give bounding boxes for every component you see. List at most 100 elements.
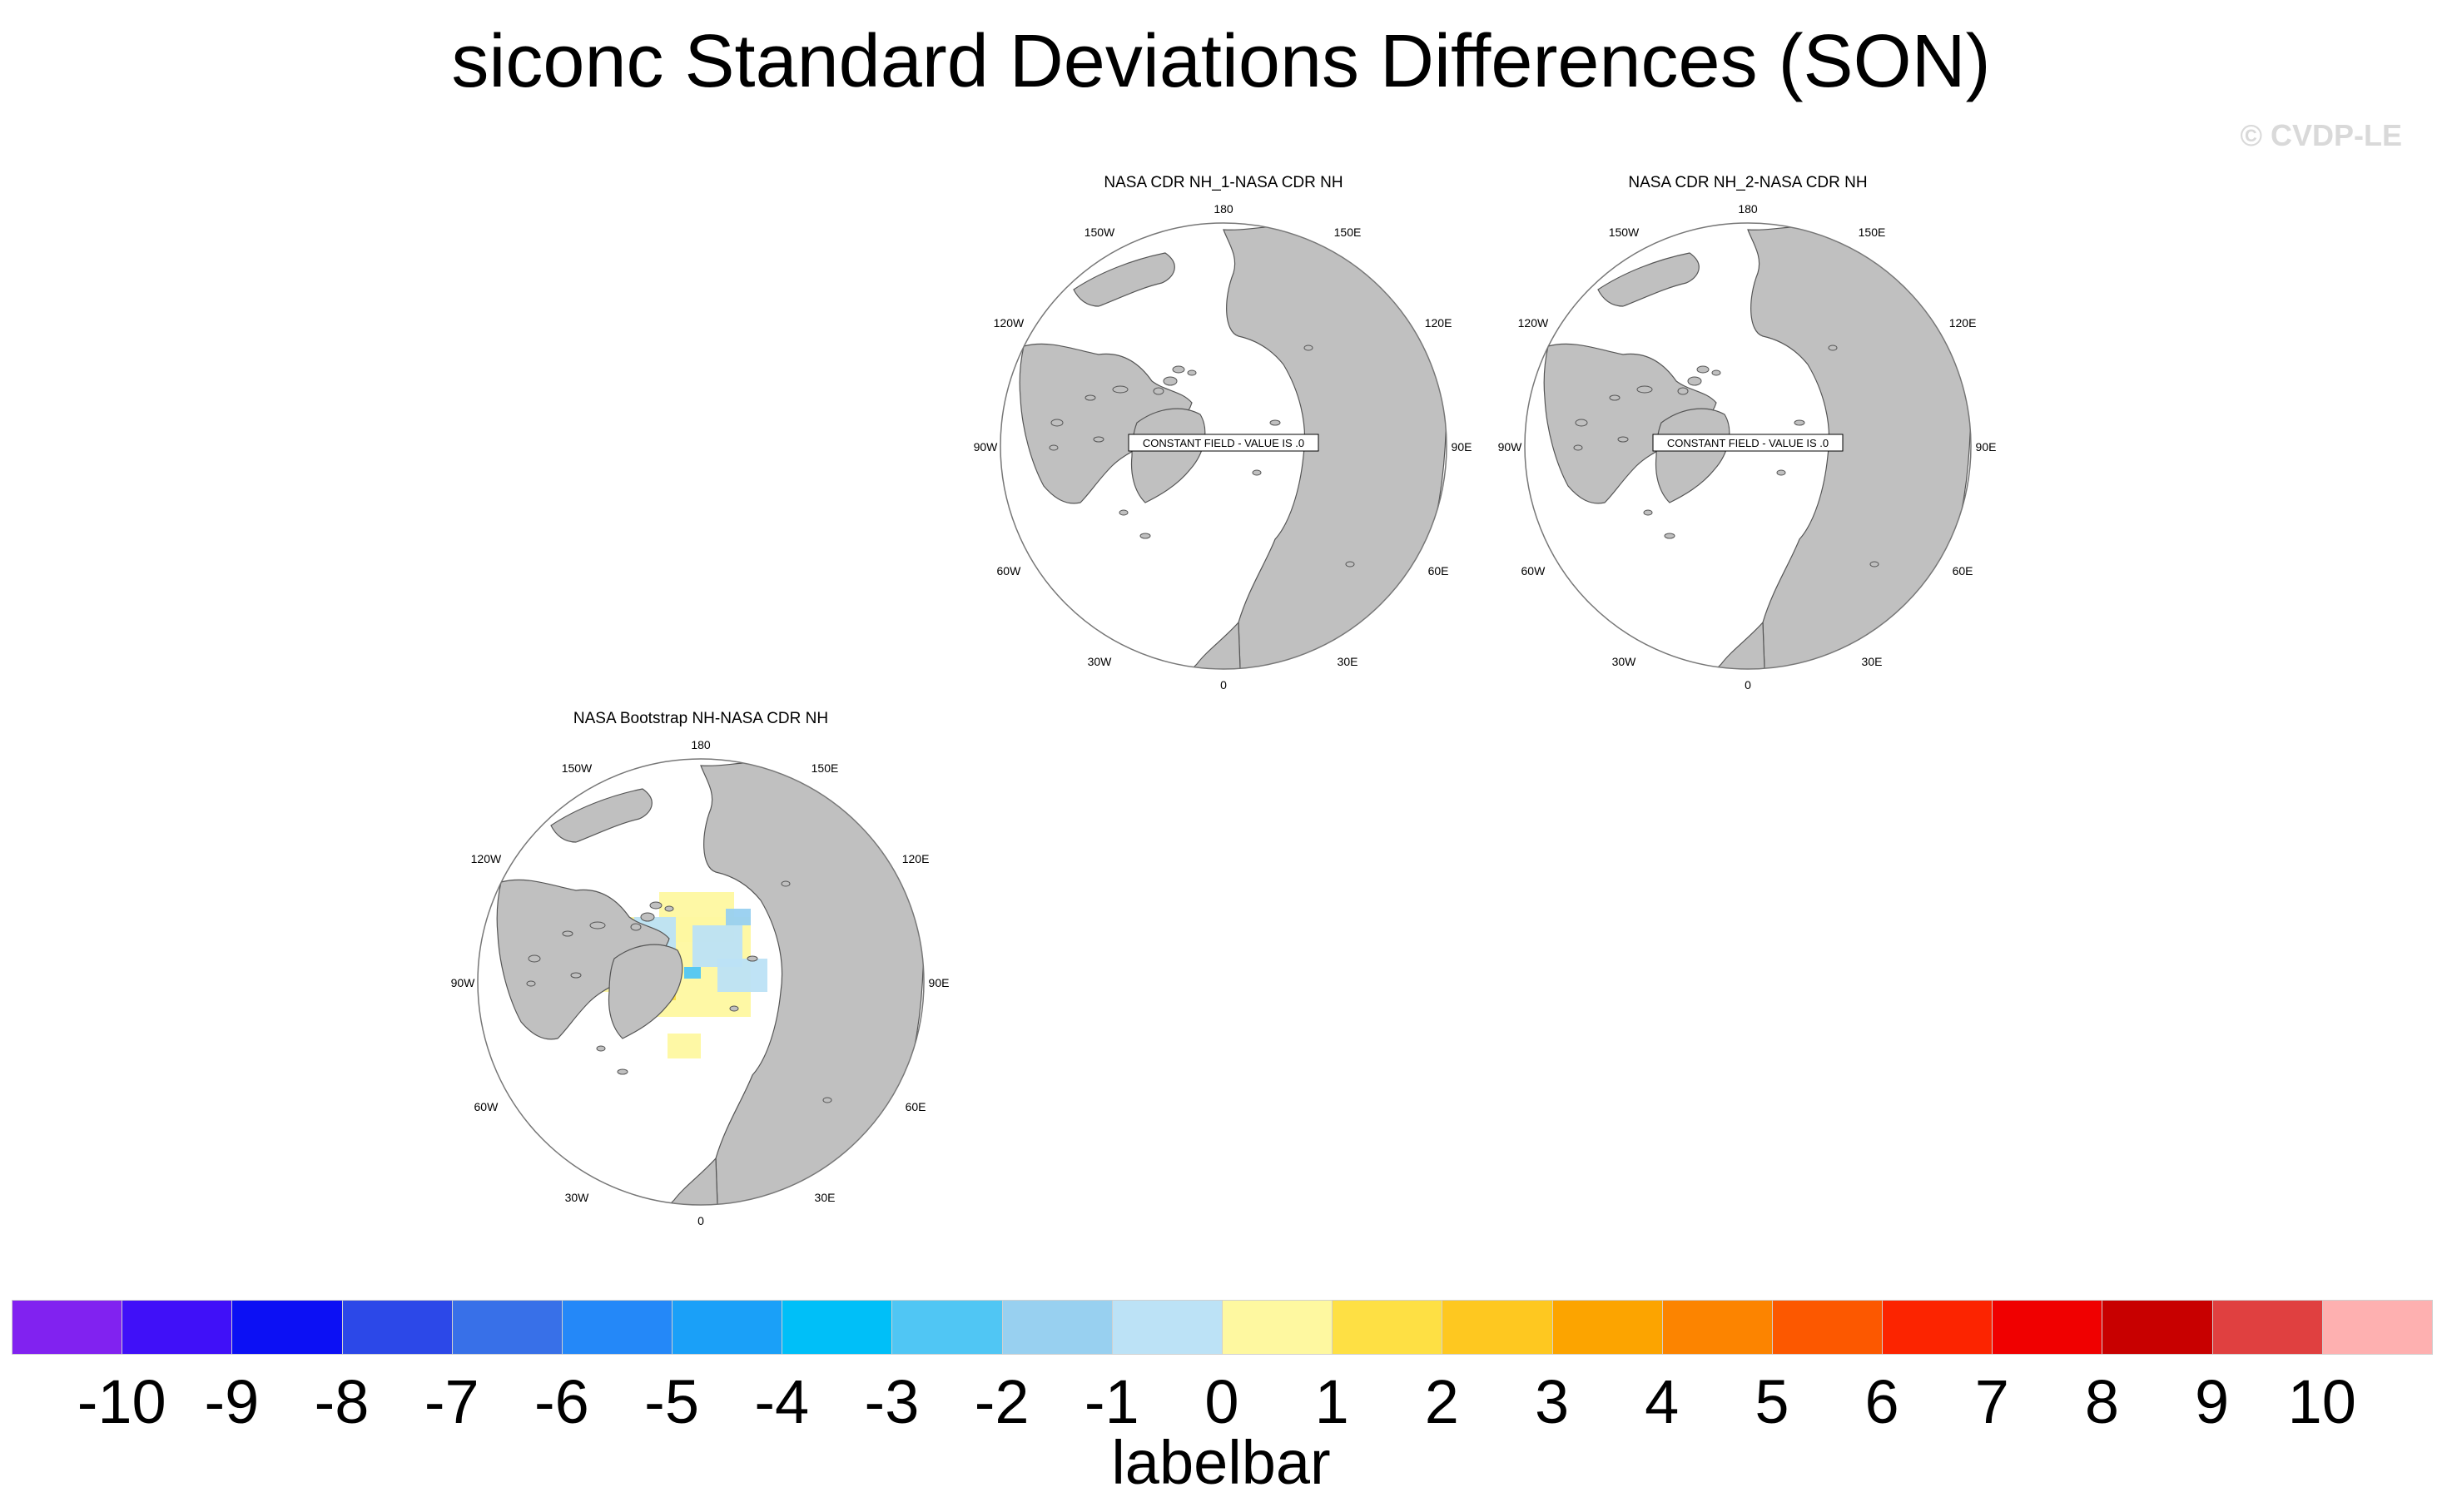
land-mass (1655, 408, 1730, 503)
longitude-label: 0 (697, 1214, 704, 1225)
island (1085, 394, 1096, 401)
longitude-label: 30W (1612, 655, 1637, 668)
labelbar-tick: 7 (1974, 1367, 2009, 1436)
labelbar-tick: 9 (2195, 1367, 2230, 1436)
labelbar-tick: 4 (1645, 1367, 1680, 1436)
labelbar-tick: -1 (1084, 1367, 1139, 1436)
island (1575, 419, 1588, 427)
labelbar-tick: 6 (1864, 1367, 1899, 1436)
island (1776, 469, 1786, 476)
longitude-label: 60E (1428, 564, 1449, 578)
longitude-label: 150E (812, 761, 839, 775)
labelbar-tick: 0 (1204, 1367, 1239, 1436)
longitude-label: 60W (474, 1100, 499, 1113)
island (1252, 469, 1262, 476)
panel-title: NASA Bootstrap NH-NASA CDR NH (573, 710, 829, 727)
longitude-label: 180 (1738, 202, 1758, 216)
labelbar-tick: -4 (754, 1367, 810, 1436)
land-mass (608, 944, 683, 1039)
longitude-label: 180 (691, 738, 711, 751)
map-contents (1000, 223, 1447, 669)
island (589, 921, 606, 930)
labelbar-title: labelbar (1111, 1428, 1331, 1497)
island (1269, 419, 1281, 426)
ice-difference-cell (684, 967, 701, 979)
labelbar-tick: -5 (644, 1367, 699, 1436)
ice-difference-cell (717, 959, 767, 992)
labelbar-tick: -9 (204, 1367, 260, 1436)
labelbar-box (1442, 1300, 1553, 1355)
island (1696, 365, 1710, 374)
labelbar-tick: -3 (864, 1367, 920, 1436)
longitude-label: 30W (565, 1191, 590, 1204)
map-border (1000, 222, 1447, 670)
island (1163, 376, 1178, 386)
labelbar-box (2211, 1300, 2323, 1355)
island (822, 1097, 832, 1103)
island (1119, 509, 1129, 516)
labelbar-box (1771, 1300, 1884, 1355)
longitude-label: 90E (1452, 440, 1472, 454)
polar-map: 180 150E 120E 90E 60E 30E 0 30W 60W 90W 120W 150W (451, 738, 949, 1225)
labelbar-tick: -10 (77, 1367, 166, 1436)
labelbar-box (451, 1300, 563, 1355)
labelbar-tick: 8 (2084, 1367, 2120, 1436)
labelbar-box (782, 1300, 893, 1355)
map-contents (1525, 223, 1971, 669)
longitude-label: 90W (451, 976, 475, 989)
longitude-label: 120E (1949, 316, 1977, 330)
map-panel-bootstrap: NASA Bootstrap NH-NASA CDR NH 180 150E 120… (451, 709, 950, 1225)
island (1617, 436, 1629, 443)
constant-field-box (1128, 434, 1319, 452)
island (1049, 444, 1059, 451)
island (781, 880, 791, 887)
labelbar-colorbar (12, 1300, 2433, 1356)
longitude-label: 150W (1085, 226, 1115, 239)
constant-field-box (1652, 434, 1844, 452)
labelbar-tick: 1 (1314, 1367, 1349, 1436)
labelbar-box (1001, 1300, 1113, 1355)
island (1050, 419, 1064, 427)
labelbar-tick: -8 (314, 1367, 370, 1436)
island (1828, 345, 1838, 351)
longitude-label: 60E (906, 1100, 926, 1113)
land-mass (1597, 252, 1700, 307)
island (1345, 561, 1355, 568)
map-panel-cdr1: NASA CDR NH_1-NASA CDR NH 180 150E 120E 90E… (974, 173, 1473, 689)
island (1711, 369, 1721, 376)
labelbar-box (891, 1300, 1003, 1355)
labelbar-box (672, 1300, 783, 1355)
island (528, 954, 541, 963)
longitude-label: 0 (1220, 678, 1227, 689)
labelbar-box (1551, 1300, 1663, 1355)
labelbar-box (341, 1300, 453, 1355)
island (630, 923, 642, 931)
longitude-label: 90W (1498, 440, 1522, 454)
island (562, 930, 573, 937)
longitude-label: 150E (1859, 226, 1886, 239)
ice-difference-cell (668, 1034, 701, 1058)
longitude-label: 90W (974, 440, 998, 454)
labelbar-box (1111, 1300, 1223, 1355)
labelbar-tick: -7 (424, 1367, 479, 1436)
labelbar-box (1992, 1300, 2103, 1355)
longitude-label: 30E (815, 1191, 836, 1204)
labelbar-box (2102, 1300, 2213, 1355)
labelbar-box (561, 1300, 673, 1355)
island (1187, 369, 1197, 376)
labelbar-box (231, 1300, 343, 1355)
credit-watermark: © CVDP-LE (2240, 118, 2402, 152)
longitude-label: 30W (1088, 655, 1113, 668)
map-contents (478, 759, 924, 1205)
labelbar-box (1332, 1300, 1443, 1355)
island (1153, 387, 1164, 395)
island (664, 905, 674, 912)
longitude-label: 0 (1745, 678, 1751, 689)
island (1869, 561, 1879, 568)
longitude-label: 120W (1518, 316, 1549, 330)
labelbar-tick: 3 (1534, 1367, 1570, 1436)
labelbar-tick: 2 (1424, 1367, 1459, 1436)
longitude-label: 120W (471, 852, 502, 865)
island (1112, 385, 1129, 394)
island (1093, 436, 1104, 443)
